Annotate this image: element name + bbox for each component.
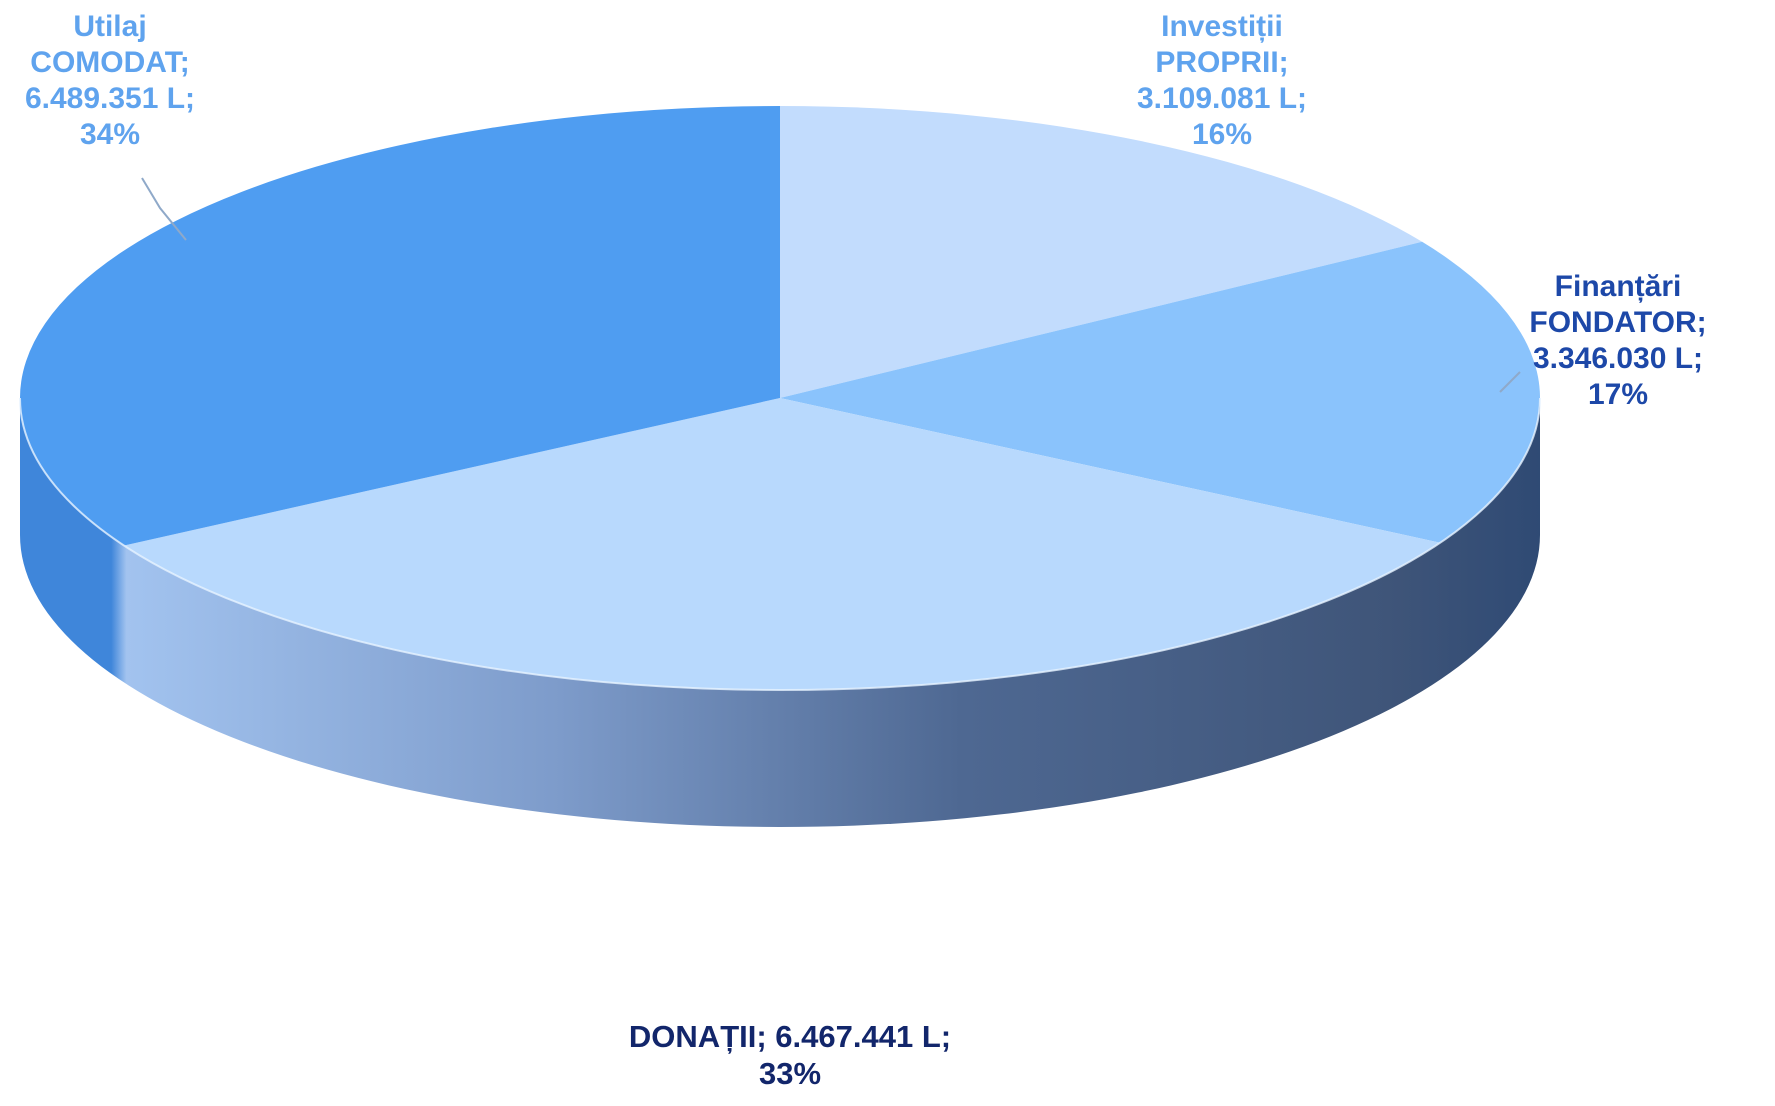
label-donatii: DONAȚII; 6.467.441 L; 33% [629, 1019, 951, 1091]
label-finantari-line: Finanțări [1555, 270, 1682, 303]
label-utilaj-leader-line [141, 177, 187, 241]
label-utilaj-line: 6.489.351 L; [25, 82, 195, 115]
label-investitii-line: 16% [1192, 118, 1252, 151]
label-utilaj-line: Utilaj [73, 10, 146, 43]
pie-leader-layer [141, 177, 1521, 393]
pie-slice-investitii [780, 106, 1423, 398]
label-finantari-line: 17% [1588, 378, 1648, 411]
pie-side-layer [20, 398, 1540, 827]
label-investitii-line: Investiții [1161, 10, 1283, 43]
pie-rim-highlight [19, 397, 1541, 691]
label-utilaj-line: 34% [80, 118, 140, 151]
label-utilaj-line: COMODAT; [30, 46, 189, 79]
label-investitii-line: 3.109.081 L; [1137, 82, 1307, 115]
pie-side-wall [20, 398, 1540, 827]
label-investitii-line: PROPRII; [1155, 46, 1288, 79]
label-investitii: Investiții PROPRII; 3.109.081 L; 16% [1137, 10, 1307, 151]
pie-slice-donatii [124, 398, 1441, 691]
pie-slice-utilaj [19, 105, 780, 546]
label-donatii-line: DONAȚII; 6.467.441 L; [629, 1019, 951, 1054]
label-finantari-line: FONDATOR; [1529, 306, 1706, 339]
label-finantari: Finanțări FONDATOR; 3.346.030 L; 17% [1529, 270, 1706, 411]
label-donatii-line: 33% [759, 1056, 821, 1091]
pie-top-layer [19, 105, 1541, 691]
pie-label-layer: Investiții PROPRII; 3.109.081 L; 16% Finanță… [25, 10, 1707, 1091]
label-utilaj: Utilaj COMODAT; 6.489.351 L; 34% [25, 10, 195, 151]
pie-slice-finantari [780, 241, 1540, 543]
label-finantari-line: 3.346.030 L; [1533, 342, 1703, 375]
label-finantari-leader-line [1499, 371, 1521, 393]
